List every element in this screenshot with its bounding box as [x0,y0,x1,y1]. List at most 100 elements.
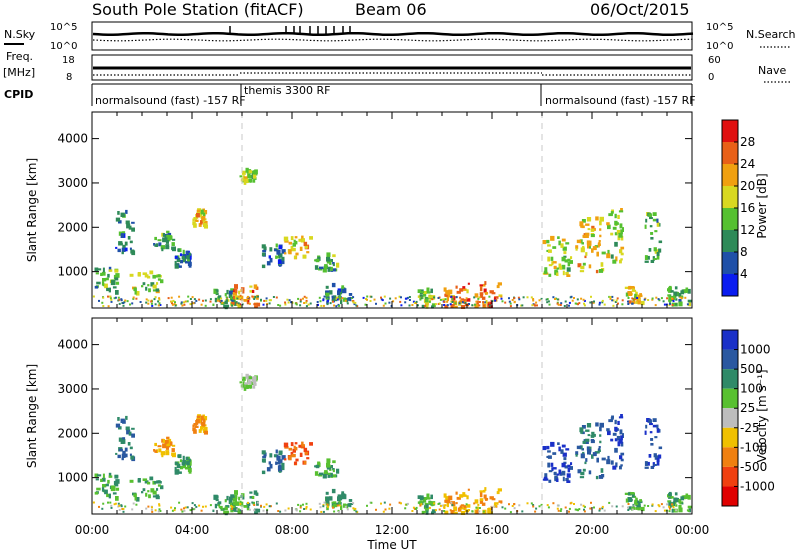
power-echo-cell [214,297,218,303]
velocity-echo-cell [644,461,648,466]
power-echo-cell [477,297,480,300]
velocity-echo-cell [183,509,186,512]
power-echo-cell [634,293,637,299]
power-echo-cell [129,303,131,306]
velocity-echo-cell [638,500,643,504]
velocity-echo-cell [193,504,196,507]
power-echo-cell [150,302,153,305]
velocity-echo-cell [459,506,464,510]
power-echo-cell [433,296,436,299]
power-echo-cell [290,236,294,241]
power-echo-cell [107,273,110,278]
colorbar-segment [722,369,738,389]
colorbar-segment [722,349,738,370]
velocity-echo-cell [601,457,606,461]
power-echo-cell [185,250,189,255]
power-echo-cell [301,235,304,241]
velocity-echo-cell [538,505,541,508]
power-echo-cell [256,302,261,307]
power-echo-cell [430,295,436,300]
power-echo-cell [155,288,160,292]
power-echo-cell [153,243,156,246]
power-echo-cell [473,296,476,299]
power-echo-cell [149,270,154,275]
velocity-echo-cell [568,510,570,513]
power-echo-cell [326,252,331,258]
power-echo-cell [456,290,461,294]
power-echo-cell [399,300,402,303]
power-echo-cell [481,296,486,300]
velocity-echo-cell [462,492,466,495]
velocity-echo-cell [678,498,682,504]
velocity-echo-cell [487,508,491,512]
power-echo-cell [532,299,535,302]
velocity-echo-cell [354,507,357,510]
velocity-echo-cell [532,504,535,506]
power-echo-cell [646,255,650,260]
power-echo-cell [575,302,578,305]
power-echo-cell [189,303,192,306]
power-echo-cell [336,262,340,268]
cpid-strip: CPID normalsound (fast) -157 RF themis 3… [4,83,696,107]
velocity-echo-cell [107,479,110,484]
velocity-echo-cell [284,509,287,512]
power-echo-cell [588,243,592,247]
y-tick-label: 3000 [57,382,88,396]
x-tick-label: 00:00 [675,523,710,537]
velocity-echo-cell [171,509,174,512]
power-echo-cell [651,297,654,300]
power-echo-cell [252,174,257,179]
velocity-echo-cell [426,493,430,499]
power-echo-cell [373,298,376,301]
velocity-echo-cell [213,496,217,500]
power-echo-cell [590,295,592,298]
velocity-echo-cell [658,505,661,508]
power-echo-cell [532,298,535,300]
power-echo-cell [129,273,134,277]
power-echo-cell [450,304,455,308]
power-echo-cell [254,305,258,308]
velocity-echo-cell [160,485,164,490]
power-echo-cell [187,259,190,262]
nsky-trace [92,31,694,37]
power-echo-cell [234,284,238,289]
power-echo-cell [127,236,131,240]
power-echo-cell [157,278,161,281]
velocity-echo-cell [663,509,666,512]
velocity-echo-cell [96,487,101,491]
power-echo-cell [424,301,429,304]
power-echo-cell [614,213,617,219]
power-echo-cell [565,242,570,245]
velocity-echo-cell [224,506,228,511]
velocity-echo-cell [203,427,208,431]
velocity-echo-cell [455,502,458,505]
power-echo-cell [144,274,149,278]
velocity-echo-cell [225,505,230,508]
velocity-echo-cell [556,478,559,482]
velocity-echo-cell [179,459,183,463]
velocity-echo-cell [484,487,487,491]
power-echo-cell [585,252,588,256]
power-echo-cell [246,298,250,303]
velocity-echo-cell [231,507,234,510]
velocity-echo-cell [518,504,521,507]
velocity-echo-cell [444,510,449,515]
velocity-echo-cell [656,428,660,433]
power-echo-cell [232,292,237,296]
velocity-echo-cell [615,505,618,508]
power-echo-cell [299,298,302,301]
power-echo-cell [182,257,187,263]
power-echo-cell [224,300,228,305]
power-echo-cell [654,249,658,254]
power-echo-cell [326,297,329,300]
power-echo-cell [202,299,204,302]
power-echo-cell [595,269,599,274]
velocity-echo-cell [589,451,591,455]
velocity-echo-cell [542,446,547,451]
power-echo-cell [174,255,178,259]
power-echo-cell [580,265,585,270]
velocity-echo-cell [578,508,581,511]
power-echo-cell [212,303,215,306]
power-echo-cell [639,293,642,296]
